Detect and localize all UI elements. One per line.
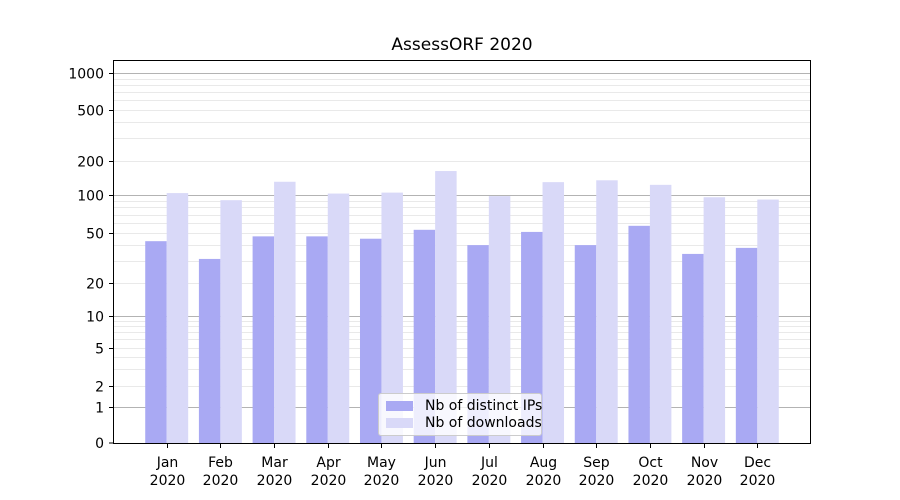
x-tick-label: Nov	[691, 455, 718, 471]
bar-nb-of-distinct-ips-aug	[521, 231, 543, 444]
x-tick-label: Mar	[261, 455, 288, 471]
bar-nb-of-downloads-dec	[757, 199, 779, 444]
x-tick-year-label: 2020	[311, 473, 347, 489]
bar-nb-of-downloads-may	[381, 192, 403, 444]
x-tick-year-label: 2020	[687, 473, 723, 489]
y-tick-label: 50	[86, 227, 104, 243]
legend: Nb of distinct IPs Nb of downloads	[378, 393, 542, 436]
x-tick-label: Feb	[208, 455, 233, 471]
legend-item-distinct-ips: Nb of distinct IPs	[386, 398, 542, 414]
bar-nb-of-distinct-ips-oct	[628, 225, 650, 444]
x-tick-label: May	[367, 455, 396, 471]
bar-nb-of-downloads-jun	[435, 171, 457, 444]
x-tick-year-label: 2020	[203, 473, 239, 489]
bar-nb-of-downloads-feb	[220, 200, 242, 444]
bar-nb-of-distinct-ips-jun	[413, 229, 436, 444]
x-tick-label: Jan	[156, 455, 179, 471]
x-tick-year-label: 2020	[526, 473, 562, 489]
x-tick-year-label: 2020	[633, 473, 669, 489]
plot-border	[113, 60, 811, 444]
x-tick-year-label: 2020	[579, 473, 615, 489]
bar-nb-of-distinct-ips-dec	[735, 247, 758, 444]
bar-nb-of-downloads-aug	[542, 182, 565, 444]
bar-nb-of-downloads-mar	[274, 181, 296, 444]
bar-nb-of-downloads-jan	[166, 193, 189, 444]
y-tick-label: 0	[95, 436, 104, 452]
bar-nb-of-distinct-ips-jan	[145, 241, 167, 444]
bar-nb-of-distinct-ips-feb	[198, 258, 221, 444]
x-tick-year-label: 2020	[150, 473, 186, 489]
x-tick-label: Apr	[316, 455, 340, 471]
y-tick-label: 1	[95, 401, 104, 417]
bar-nb-of-distinct-ips-mar	[252, 236, 275, 444]
bar-nb-of-distinct-ips-may	[359, 238, 382, 444]
x-tick-label: Jul	[480, 455, 498, 471]
bar-nb-of-downloads-nov	[703, 197, 726, 444]
bar-nb-of-downloads-jul	[488, 196, 511, 444]
x-tick-year-label: 2020	[364, 473, 400, 489]
x-tick-label: Oct	[638, 455, 663, 471]
legend-label-distinct-ips: Nb of distinct IPs	[425, 397, 543, 414]
bar-nb-of-downloads-apr	[327, 193, 350, 444]
x-tick-label: Sep	[583, 455, 610, 471]
y-tick-label: 1000	[68, 67, 104, 83]
legend-swatch-downloads	[386, 418, 413, 429]
legend-item-downloads: Nb of downloads	[386, 415, 542, 431]
y-tick-label: 500	[77, 104, 104, 120]
x-tick-label: Dec	[744, 455, 771, 471]
x-tick-label: Aug	[530, 455, 557, 471]
legend-label-downloads: Nb of downloads	[425, 415, 542, 432]
bar-nb-of-distinct-ips-apr	[306, 236, 328, 444]
y-tick-label: 5	[95, 342, 104, 358]
y-tick-label: 20	[86, 277, 104, 293]
bar-nb-of-downloads-oct	[649, 184, 672, 444]
bar-nb-of-distinct-ips-sep	[574, 245, 597, 444]
x-tick-year-label: 2020	[740, 473, 776, 489]
y-tick-label: 10	[86, 310, 104, 326]
x-tick-year-label: 2020	[418, 473, 454, 489]
x-tick-label: Jun	[424, 455, 447, 471]
y-tick-label: 200	[77, 155, 104, 171]
bar-nb-of-distinct-ips-nov	[682, 253, 704, 444]
x-tick-year-label: 2020	[257, 473, 293, 489]
chart-title: AssessORF 2020	[391, 35, 533, 55]
bar-nb-of-downloads-sep	[596, 180, 618, 445]
y-tick-label: 2	[95, 380, 104, 396]
x-tick-year-label: 2020	[472, 473, 508, 489]
legend-swatch-distinct-ips	[386, 400, 413, 411]
y-tick-label: 100	[77, 189, 104, 205]
